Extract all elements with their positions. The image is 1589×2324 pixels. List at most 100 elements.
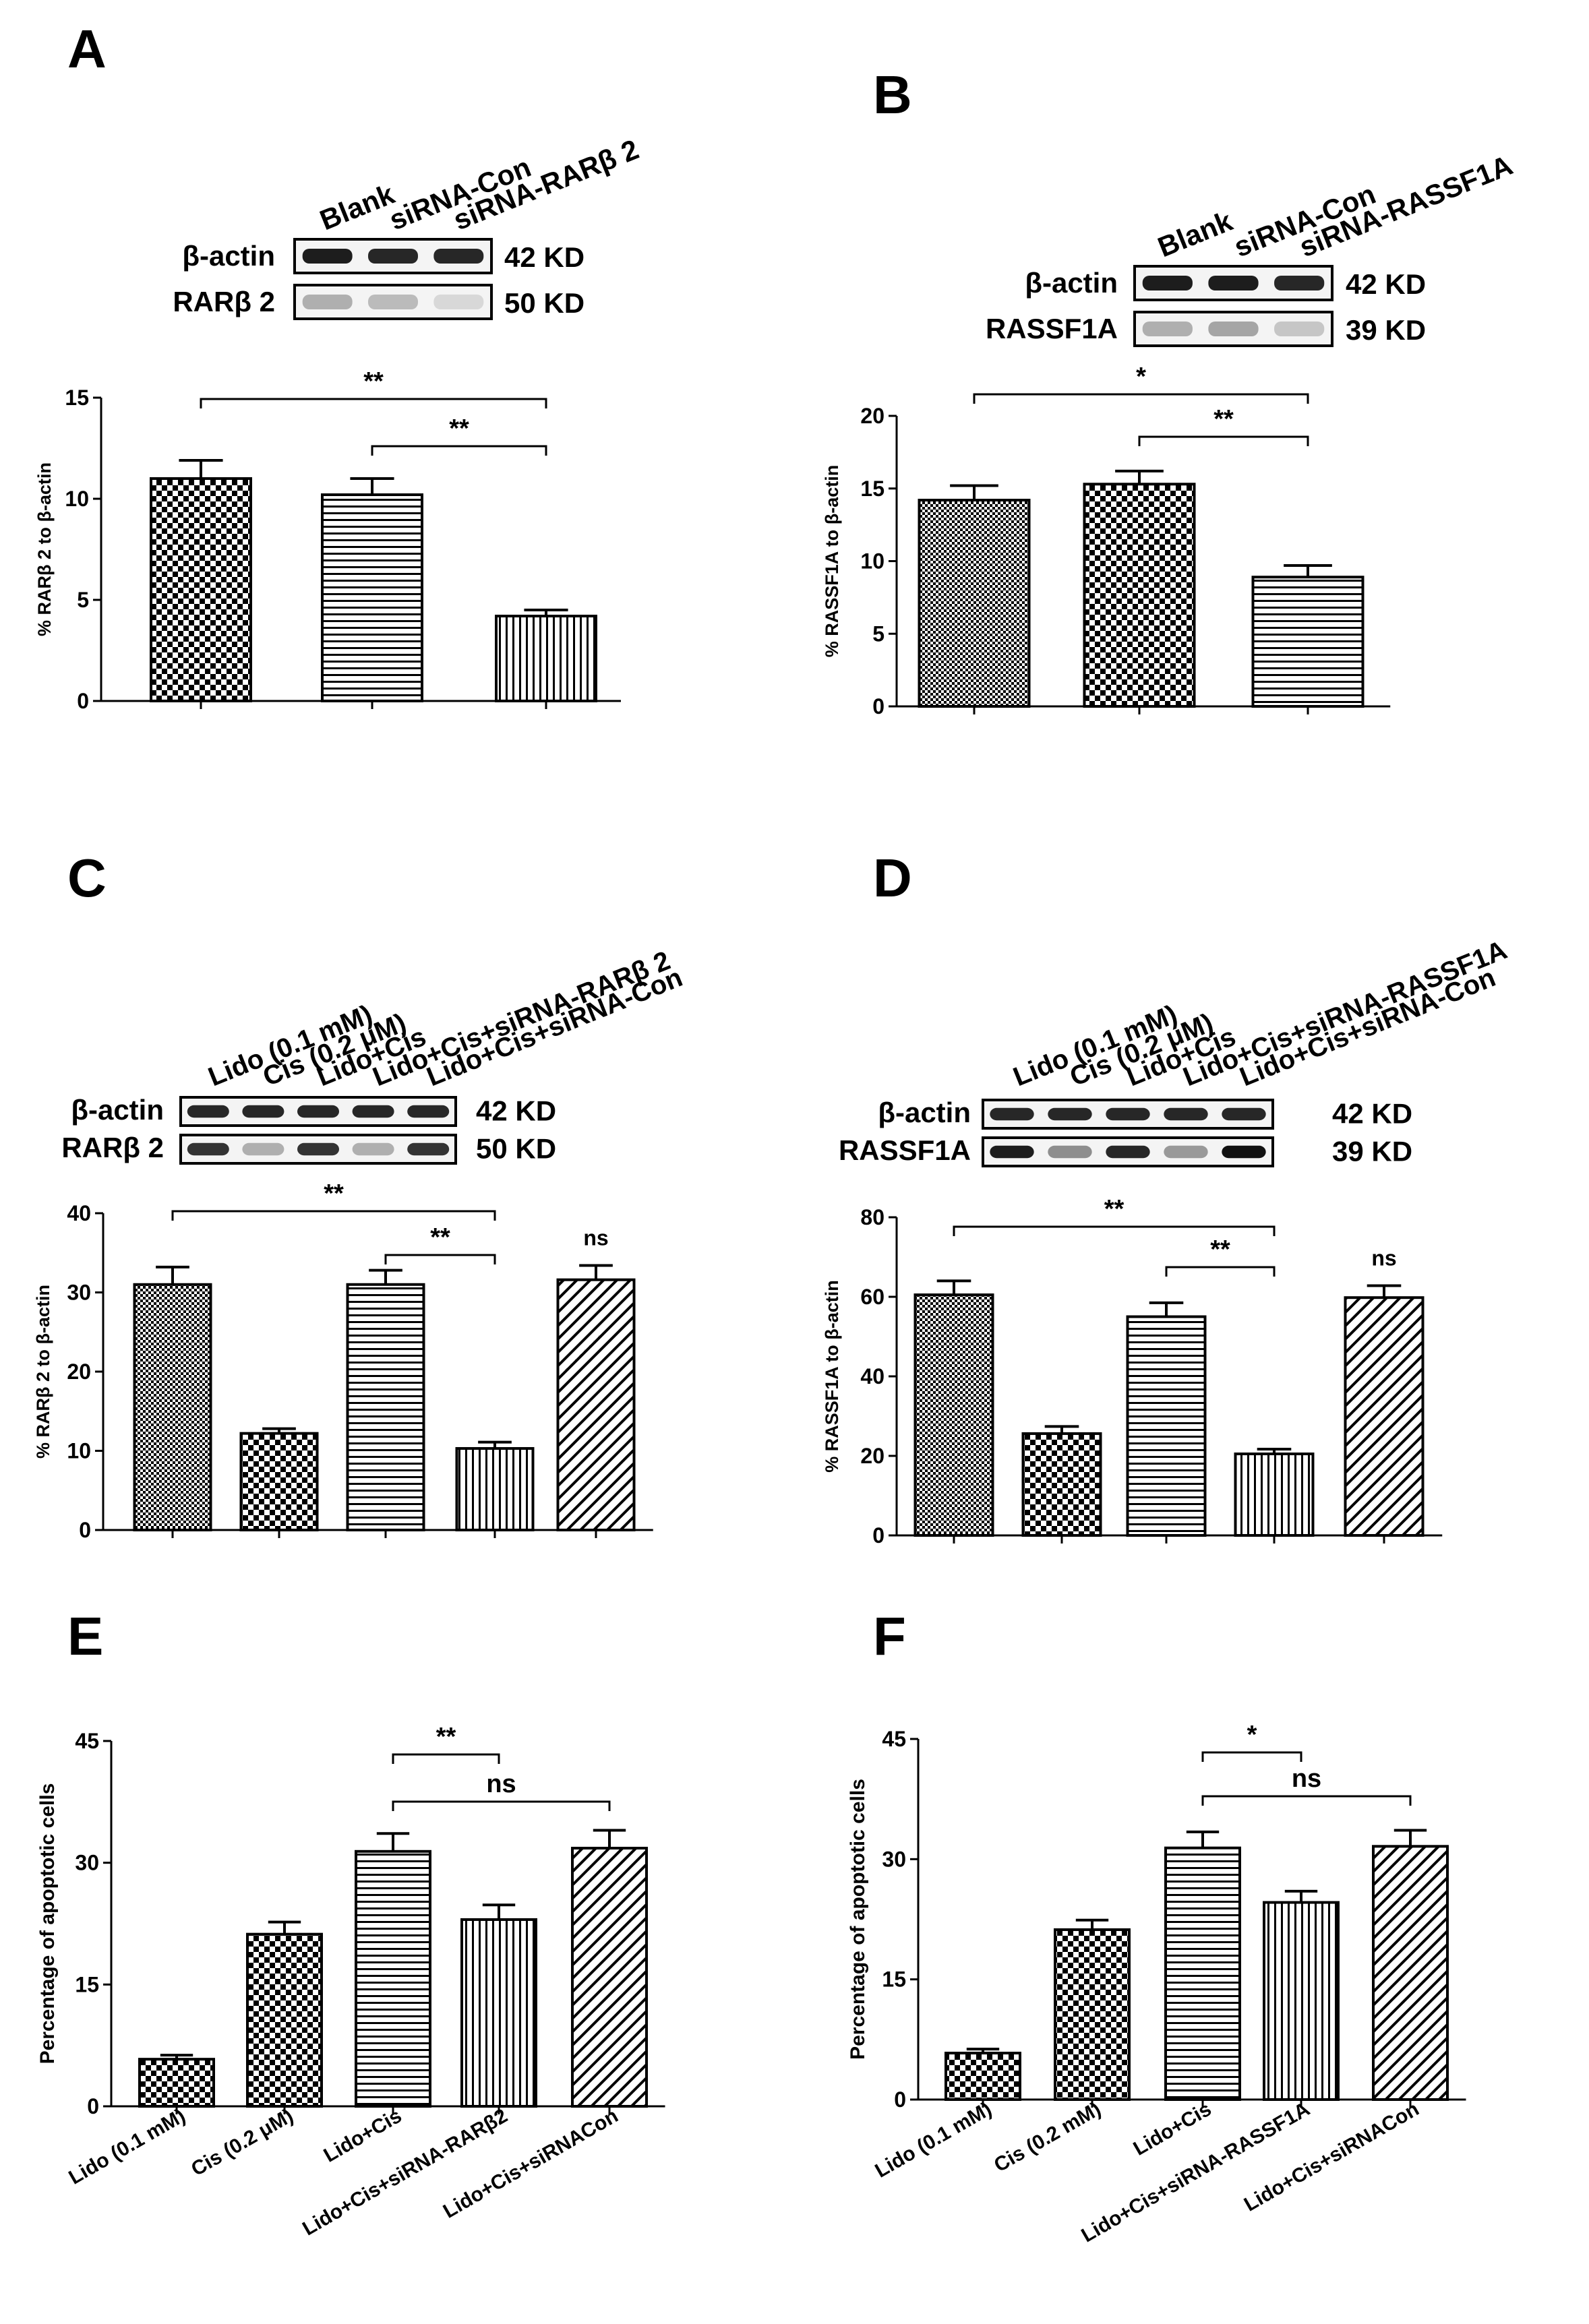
y-axis-label: % RASSF1A to β-actin <box>822 465 842 658</box>
bar <box>138 2058 215 2108</box>
blot-band <box>352 1142 394 1156</box>
bar <box>918 498 1031 708</box>
x-category-label: Cis (0.2 μM) <box>187 2104 297 2180</box>
significance-label: ** <box>430 1223 450 1252</box>
y-tick-label: 15 <box>75 1972 99 1996</box>
y-axis-label: Percentage of apoptotic cells <box>36 1783 59 2065</box>
blot-frame <box>1133 311 1333 347</box>
blot-band <box>368 249 418 264</box>
bar <box>150 477 252 702</box>
y-tick-label: 30 <box>67 1281 91 1305</box>
significance-label: ** <box>1104 1195 1125 1223</box>
blot-row-label: RARβ 2 <box>61 1132 164 1163</box>
bar <box>346 1283 425 1531</box>
blot-band <box>1164 1107 1208 1121</box>
bar <box>495 615 597 702</box>
blot-band <box>187 1142 229 1156</box>
bar <box>1164 1846 1241 2102</box>
blot-band <box>433 249 484 264</box>
x-category-label: Lido+Cis <box>320 2104 406 2166</box>
y-axis-label: % RASSF1A to β-actin <box>822 1280 842 1473</box>
blot-band <box>1222 1107 1266 1121</box>
significance-label: ** <box>1210 1235 1230 1264</box>
x-category-label: Lido+Cis+siRNACon <box>1240 2098 1423 2215</box>
panel-label-C: C <box>67 848 107 908</box>
bar <box>460 1918 537 2108</box>
y-tick-label: 15 <box>882 1967 906 1992</box>
significance-label: ** <box>363 367 384 396</box>
blot-row-label: β-actin <box>878 1097 971 1128</box>
significance-bracket <box>1138 435 1309 446</box>
x-category-label: Lido+Cis+siRNACon <box>440 2104 622 2222</box>
y-axis-label: % RARβ 2 to β-actin <box>34 462 55 636</box>
panel-label-F: F <box>873 1606 906 1666</box>
significance-label: ** <box>436 1723 456 1751</box>
blot-band <box>297 1105 340 1118</box>
y-tick-label: 15 <box>860 477 885 501</box>
significance-label: ns <box>583 1226 608 1250</box>
bar <box>239 1432 319 1531</box>
y-axis-label: Percentage of apoptotic cells <box>847 1779 869 2060</box>
y-tick-label: 15 <box>65 386 89 410</box>
y-tick-label: 30 <box>75 1851 99 1875</box>
significance-bracket <box>392 1800 611 1811</box>
x-category-label: Lido+Cis+siRNA-RARβ2 <box>299 2104 511 2240</box>
significance-bracket <box>200 398 547 408</box>
blot-row-label: RASSF1A <box>986 313 1118 344</box>
significance-label: ** <box>449 415 469 443</box>
blot-band <box>1106 1145 1150 1159</box>
blot-frame <box>293 284 493 320</box>
significance-label: ** <box>1213 405 1234 433</box>
y-tick-label: 20 <box>860 1444 885 1468</box>
blot-row-label: β-actin <box>1025 267 1118 299</box>
significance-bracket <box>171 1210 496 1221</box>
blot-size-label: 50 KD <box>504 287 584 319</box>
bar <box>355 1849 431 2108</box>
bar <box>1083 483 1196 708</box>
blot-size-label: 42 KD <box>476 1095 556 1126</box>
y-tick-label: 10 <box>860 549 885 574</box>
blot-band <box>1106 1107 1150 1121</box>
y-tick-label: 20 <box>67 1359 91 1384</box>
blot-size-label: 39 KD <box>1332 1135 1412 1167</box>
significance-label: * <box>1247 1721 1257 1749</box>
panel-label-E: E <box>67 1606 103 1666</box>
blot-lane-label: Lido+Cis+siRNA-RARβ 2 <box>369 946 674 1092</box>
y-tick-label: 40 <box>67 1201 91 1225</box>
significance-label: ns <box>1371 1246 1396 1270</box>
significance-bracket <box>1201 1795 1412 1806</box>
y-tick-label: 0 <box>894 2087 906 2112</box>
significance-bracket <box>1201 1751 1302 1762</box>
blot-band <box>302 249 353 264</box>
y-tick-label: 45 <box>882 1727 906 1751</box>
x-category-label: Lido (0.1 mM) <box>872 2098 996 2182</box>
panel-label-B: B <box>873 65 912 125</box>
bar <box>1126 1315 1207 1537</box>
bar <box>321 493 423 702</box>
y-tick-label: 0 <box>79 1518 91 1542</box>
significance-bracket <box>392 1753 500 1764</box>
blot-lane-label: Blank <box>1153 205 1237 264</box>
panel-f: 0 15 30 45 Percentage of apoptotic cells Lido… <box>847 1721 1466 2247</box>
blot-size-label: 42 KD <box>504 241 584 273</box>
y-tick-label: 80 <box>860 1205 885 1229</box>
y-tick-label: 60 <box>860 1285 885 1309</box>
blot-band <box>242 1105 284 1118</box>
blot-band <box>1208 322 1259 336</box>
blot-band <box>242 1142 284 1156</box>
y-tick-label: 0 <box>872 1523 885 1548</box>
blot-band <box>368 295 418 309</box>
blot-size-label: 42 KD <box>1346 268 1426 300</box>
panel-label-A: A <box>67 19 107 79</box>
blot-row-label: RASSF1A <box>839 1134 971 1166</box>
bar <box>571 1846 648 2108</box>
bar <box>1372 1845 1449 2101</box>
blot-band <box>1048 1107 1092 1121</box>
bar <box>455 1446 535 1532</box>
y-tick-label: 5 <box>872 621 885 646</box>
blot-band <box>407 1105 450 1118</box>
